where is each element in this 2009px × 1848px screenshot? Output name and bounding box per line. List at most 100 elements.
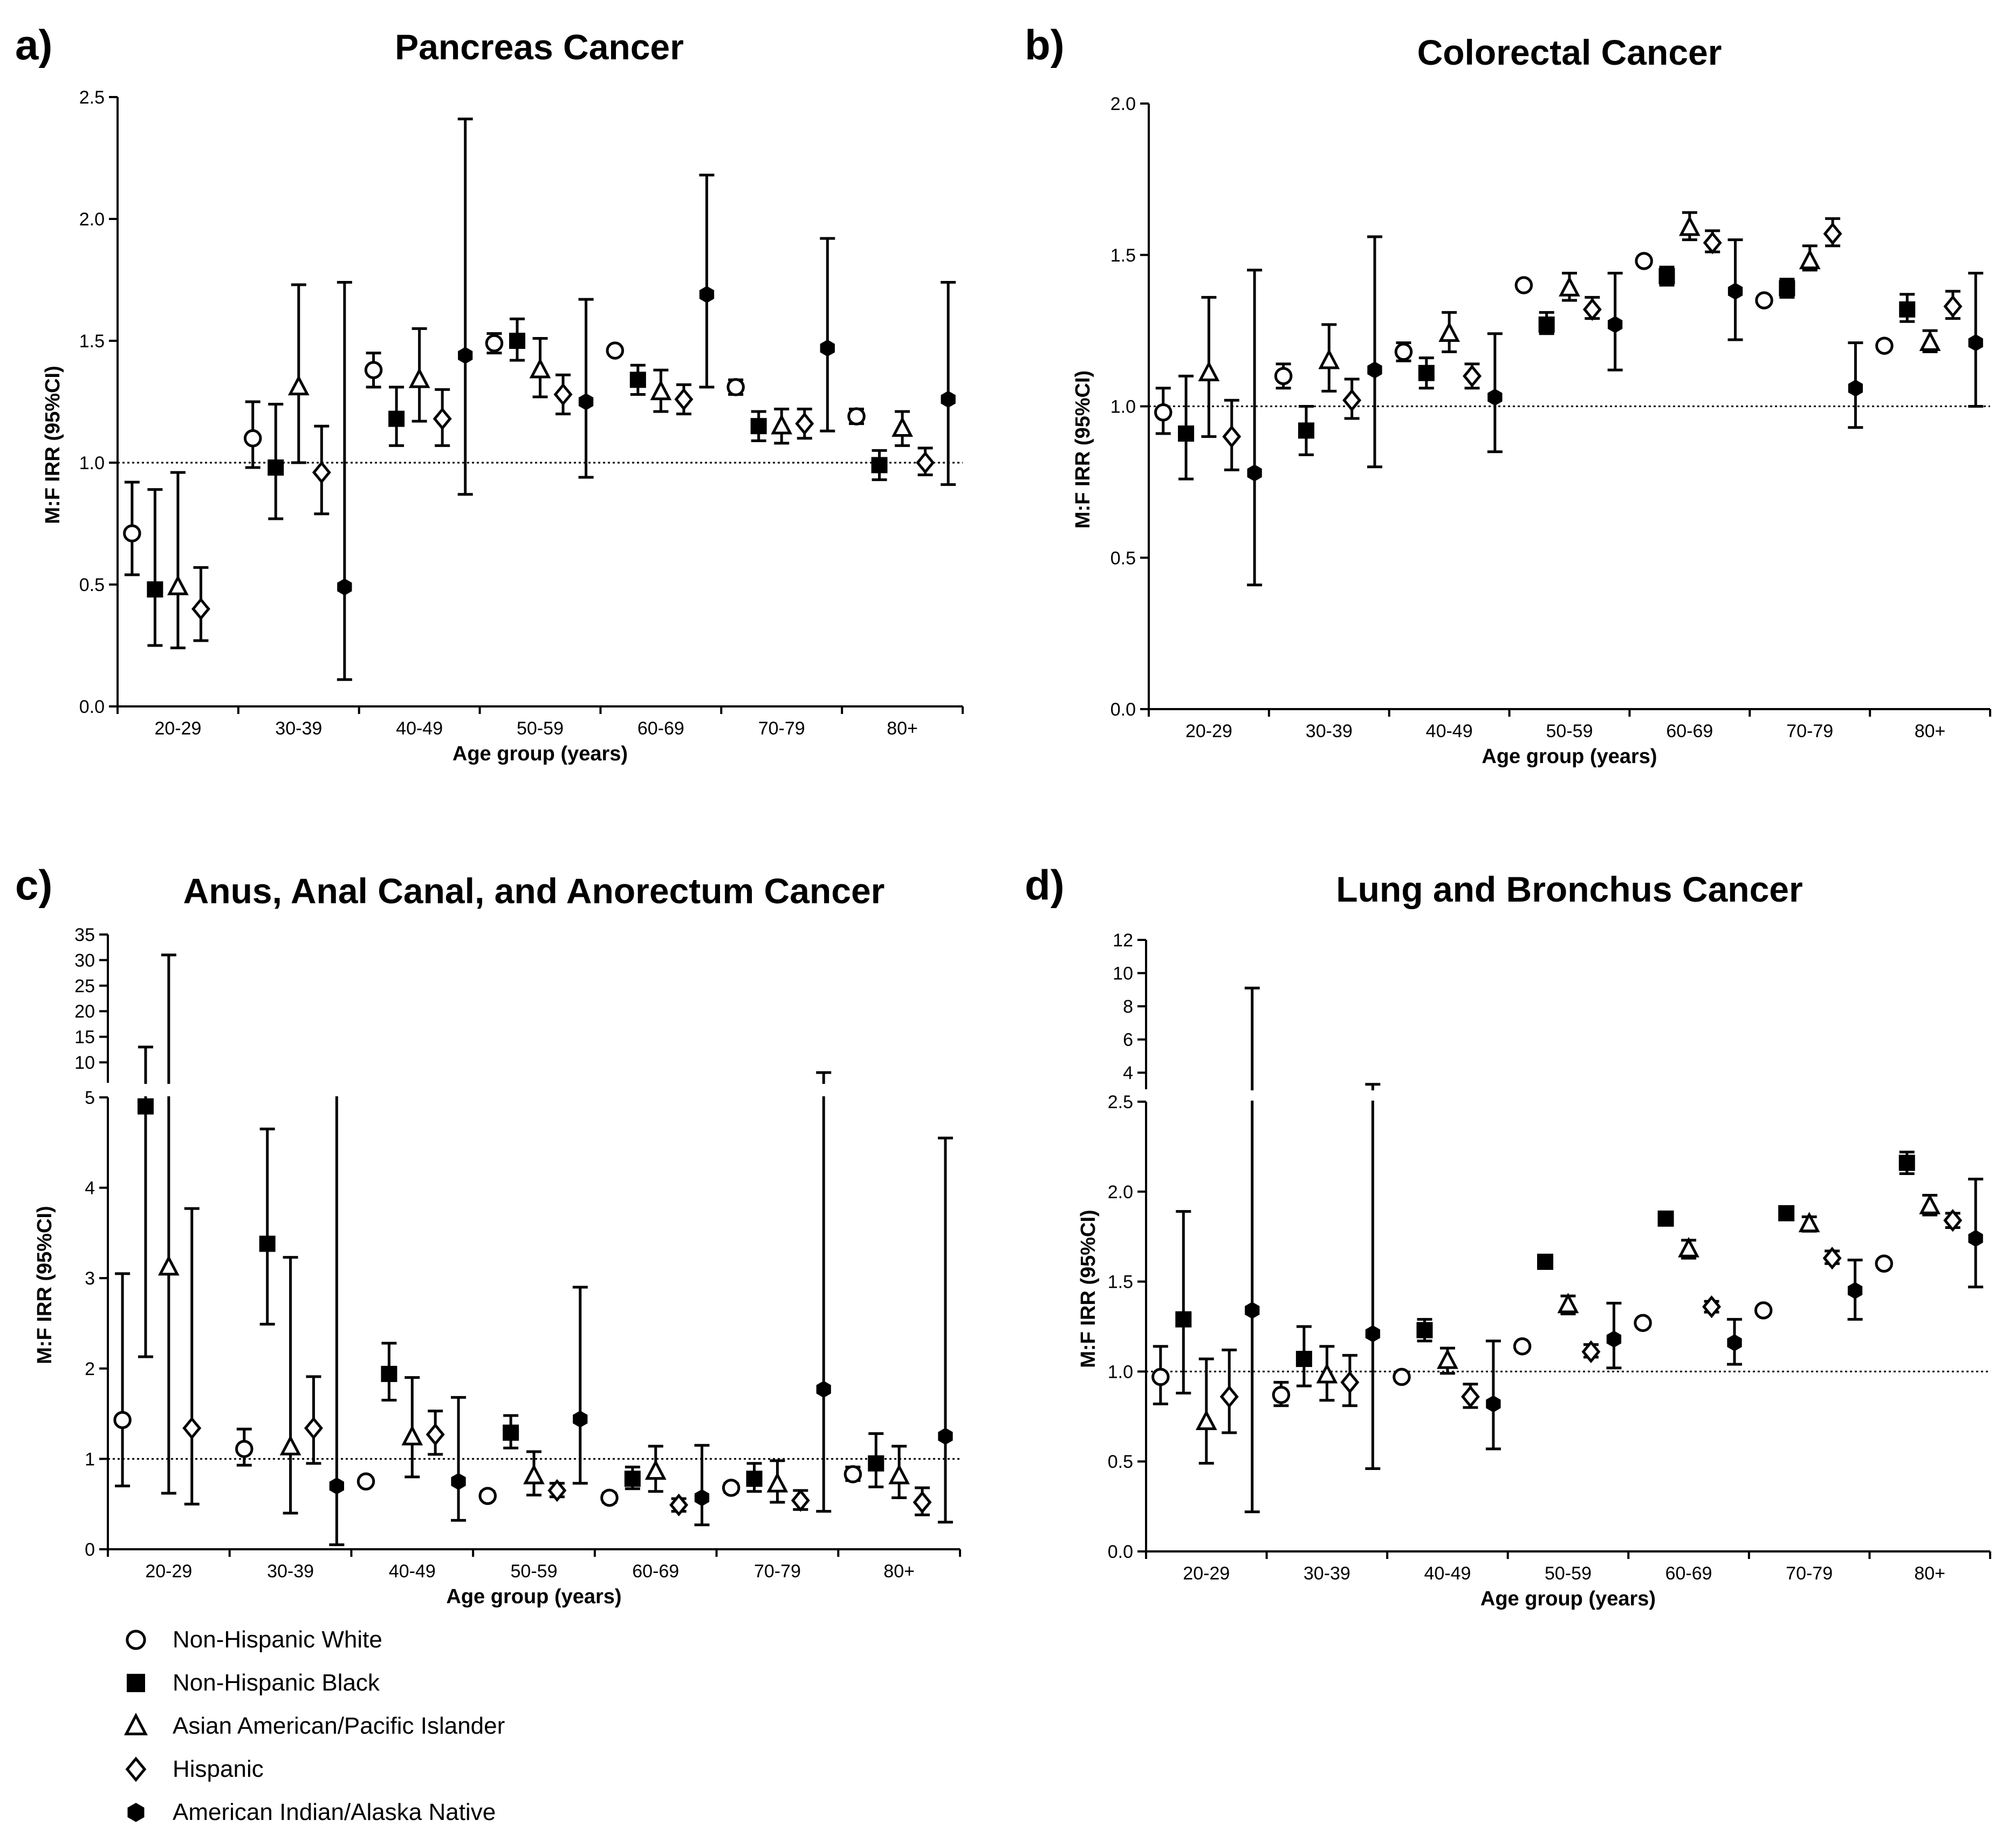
legend-label-non-hispanic-black: Non-Hispanic Black (173, 1670, 380, 1696)
series-non-hispanic-black (147, 317, 888, 647)
data-point (629, 372, 646, 388)
legend-marker-hispanic (125, 1756, 147, 1782)
x-tick-label: 80+ (887, 718, 918, 739)
series-american-indian-alaska-native (1247, 235, 1984, 587)
data-point (791, 1489, 810, 1512)
y-tick-label: 2.0 (1110, 94, 1136, 114)
data-point (243, 429, 262, 448)
series-non-hispanic-white (1154, 252, 1894, 435)
data-point (578, 393, 594, 410)
y-tick-label: 1.5 (1108, 1272, 1133, 1293)
data-point (1727, 283, 1743, 300)
legend-marker-non-hispanic-white (126, 1630, 146, 1650)
y-axis-label: M:F IRR (95%CI) (33, 1206, 56, 1364)
data-point (1367, 361, 1382, 379)
data-point (1968, 1229, 1983, 1247)
x-tick-label: 80+ (883, 1561, 915, 1582)
data-point (388, 410, 405, 427)
data-point (1635, 252, 1653, 270)
data-point (337, 578, 352, 596)
data-point (235, 1440, 253, 1458)
data-point (1608, 316, 1623, 333)
y-axis-label: M:F IRR (95%CI) (1072, 370, 1094, 528)
data-point (1514, 276, 1533, 294)
chart-title: Pancreas Cancer (395, 27, 684, 67)
data-point (167, 574, 189, 595)
x-axis: 20-29 30-39 40-49 50-59 60-69 70-79 80+ Age gro… (1145, 1550, 1991, 1610)
data-point (529, 358, 551, 379)
legend-marker-american-indian-alaska-native (127, 1803, 145, 1822)
data-point (1247, 464, 1262, 482)
x-tick-label: 20-29 (145, 1561, 192, 1582)
data-point (1462, 365, 1482, 388)
y-tick-label: 1.5 (79, 331, 105, 352)
data-point (746, 1471, 763, 1487)
y-tick-label: 4 (1123, 1063, 1133, 1083)
data-point (1393, 1368, 1411, 1386)
series-non-hispanic-white (113, 1272, 862, 1507)
data-point (408, 367, 430, 388)
data-point (1316, 1363, 1338, 1384)
series-non-hispanic-white (1151, 1254, 1894, 1407)
series-american-indian-alaska-native (337, 118, 956, 681)
y-tick-label: 0.5 (1108, 1452, 1133, 1472)
x-tick-label: 40-49 (1424, 1563, 1471, 1584)
data-point (547, 1479, 567, 1502)
data-point (1754, 1301, 1773, 1320)
y-tick-label: 0.0 (1108, 1542, 1133, 1562)
data-point (1219, 1385, 1239, 1409)
y-tick-label: 3 (85, 1268, 95, 1289)
data-point (847, 407, 866, 425)
data-point (1274, 367, 1293, 386)
x-tick-label: 50-59 (1545, 1563, 1592, 1584)
x-tick-label: 80+ (1915, 721, 1946, 741)
y-tick-label: 2 (85, 1359, 95, 1379)
data-point (606, 341, 625, 360)
y-tick-label: 0.5 (79, 575, 105, 595)
data-point (1365, 1325, 1380, 1343)
data-point (182, 1417, 202, 1440)
data-point (1943, 1209, 1963, 1232)
data-point (433, 407, 452, 430)
data-point (1151, 1368, 1170, 1386)
x-axis-label: Age group (years) (452, 743, 628, 765)
data-point (1461, 1385, 1480, 1409)
panel-label: a) (15, 21, 52, 68)
data-point (1487, 388, 1503, 406)
data-point (426, 1423, 445, 1446)
data-point (1295, 1351, 1312, 1368)
legend-label-asian-american-pacific-islander: Asian American/Pacific Islander (173, 1713, 505, 1739)
data-point (1606, 1330, 1622, 1348)
x-tick-label: 30-39 (275, 718, 322, 739)
y-tick-label: 2.0 (1108, 1182, 1133, 1203)
data-point (458, 347, 473, 364)
data-point (1537, 1253, 1554, 1270)
x-tick-label: 20-29 (1183, 1563, 1230, 1584)
data-point (938, 1427, 953, 1445)
data-point (644, 1459, 667, 1480)
y-tick-label: 12 (1113, 930, 1133, 951)
data-point (1513, 1337, 1532, 1356)
data-point (913, 1490, 932, 1514)
data-point (1703, 231, 1722, 255)
data-point (1394, 342, 1413, 361)
series-non-hispanic-black (1178, 265, 1916, 480)
chart-panels: a) Pancreas Cancer 0.0 0.5 1.0 1.5 2.0 2.5 20-29… (15, 21, 2006, 1610)
data-point (1943, 295, 1963, 318)
x-axis: 20-29 30-39 40-49 50-59 60-69 70-79 80+ Age gro… (116, 705, 964, 765)
x-tick-label: 60-69 (637, 718, 684, 739)
data-point (1582, 298, 1602, 321)
data-point (1538, 316, 1555, 333)
y-tick-label: 2.5 (79, 87, 105, 108)
data-point (1437, 1348, 1458, 1369)
data-point (1195, 1410, 1217, 1431)
data-point (485, 334, 504, 353)
y-axis: 0.0 0.5 1.0 1.5 2.0 2.5 (79, 87, 119, 717)
y-tick-label: 8 (1123, 997, 1133, 1017)
data-point (503, 1424, 519, 1441)
data-point (1486, 1395, 1501, 1413)
data-point (1822, 1247, 1842, 1270)
data-point (1418, 365, 1435, 381)
